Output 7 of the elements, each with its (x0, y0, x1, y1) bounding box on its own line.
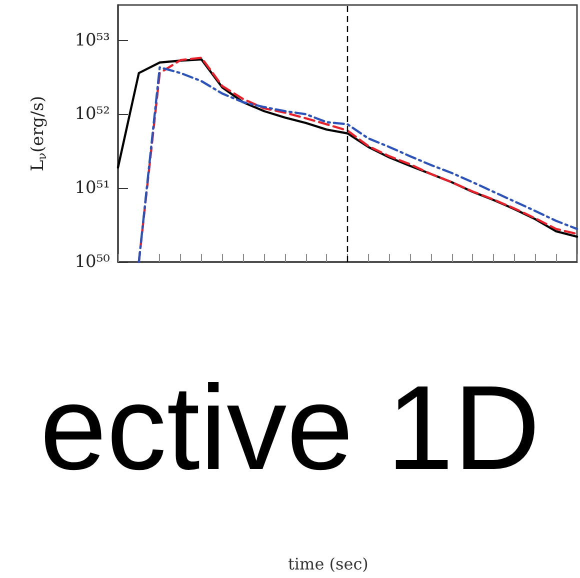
y-tick-label: 10⁵¹ (74, 178, 110, 198)
text: time (sec) (288, 554, 368, 574)
y-axis-title: Lν(erg/s) (28, 96, 49, 172)
y-tick-label: 10⁵⁰ (74, 252, 110, 272)
y-tick-label: 10⁵² (74, 104, 110, 124)
text: ective 1D (40, 361, 540, 495)
y-tick-label: 10⁵³ (74, 30, 110, 50)
